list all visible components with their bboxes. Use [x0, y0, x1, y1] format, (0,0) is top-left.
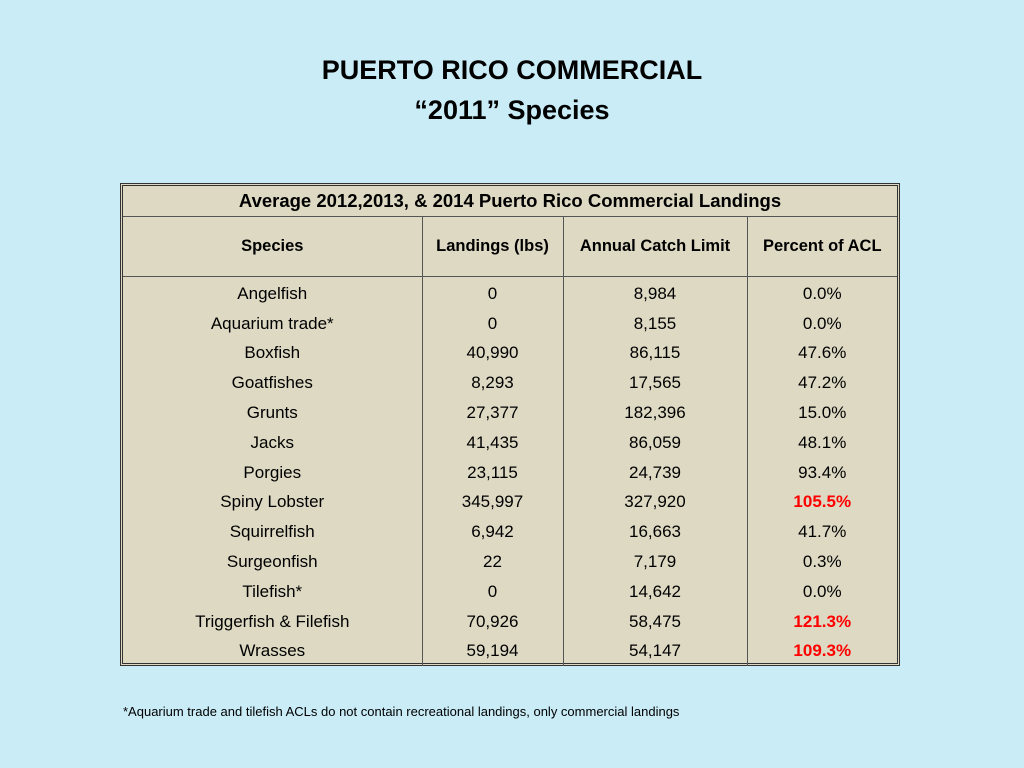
species-cell: Angelfish [237, 283, 308, 303]
header-acl: Annual Catch Limit [562, 216, 747, 277]
percent-cell: 0.0% [746, 308, 897, 339]
species-cell: Spiny Lobster [220, 492, 325, 512]
slide-title: PUERTO RICO COMMERCIAL “2011” Species [0, 50, 1024, 130]
landings-cell: 8,293 [421, 368, 563, 399]
species-cell: Tilefish* [242, 581, 303, 601]
species-cell: Goatfishes [231, 373, 313, 393]
landings-cell: 40,990 [421, 338, 563, 369]
landings-cell: 41,435 [421, 427, 563, 458]
species-cell: Aquarium trade* [210, 313, 334, 333]
table-row: Squirrelfish 6,942 16,663 41.7% [123, 517, 897, 548]
table-row: Spiny Lobster 345,997 327,920 105.5% [123, 487, 897, 518]
percent-cell: 0.0% [746, 276, 897, 309]
table-row: Aquarium trade* 0 8,155 0.0% [123, 308, 897, 339]
percent-cell: 0.3% [746, 547, 897, 577]
acl-cell: 327,920 [562, 487, 747, 518]
landings-table: Average 2012,2013, & 2014 Puerto Rico Co… [120, 183, 900, 667]
landings-cell: 22 [421, 547, 563, 577]
species-cell: Triggerfish & Filefish [195, 611, 350, 631]
footnote: *Aquarium trade and tilefish ACLs do not… [123, 704, 680, 719]
acl-cell: 24,739 [562, 457, 747, 488]
percent-cell: 121.3% [746, 606, 897, 637]
acl-cell: 54,147 [562, 636, 747, 667]
species-cell: Porgies [243, 462, 302, 482]
landings-cell: 23,115 [421, 457, 563, 488]
percent-cell: 15.0% [746, 398, 897, 428]
acl-cell: 182,396 [562, 398, 747, 428]
species-cell: Boxfish [244, 343, 301, 363]
percent-cell: 109.3% [746, 636, 897, 667]
table-row: Tilefish* 0 14,642 0.0% [123, 576, 897, 607]
table-row: Grunts 27,377 182,396 15.0% [123, 398, 897, 428]
percent-cell: 0.0% [746, 576, 897, 607]
percent-cell: 47.6% [746, 338, 897, 369]
title-line-1: PUERTO RICO COMMERCIAL [321, 55, 703, 85]
acl-cell: 16,663 [562, 517, 747, 548]
table-row: Goatfishes 8,293 17,565 47.2% [123, 368, 897, 399]
table-row: Jacks 41,435 86,059 48.1% [123, 427, 897, 458]
landings-cell: 0 [421, 276, 563, 309]
percent-cell: 105.5% [746, 487, 897, 518]
landings-cell: 70,926 [421, 606, 563, 637]
percent-cell: 48.1% [746, 427, 897, 458]
species-cell: Jacks [250, 432, 294, 452]
header-percent: Percent of ACL [746, 216, 897, 277]
landings-cell: 0 [421, 308, 563, 339]
landings-cell: 6,942 [421, 517, 563, 548]
species-cell: Wrasses [239, 641, 306, 661]
acl-cell: 14,642 [562, 576, 747, 607]
acl-cell: 86,115 [562, 338, 747, 369]
table-row: Boxfish 40,990 86,115 47.6% [123, 338, 897, 369]
acl-cell: 86,059 [562, 427, 747, 458]
table-row: Triggerfish & Filefish 70,926 58,475 121.3% [123, 606, 897, 637]
table-row: Porgies 23,115 24,739 93.4% [123, 457, 897, 488]
landings-cell: 27,377 [421, 398, 563, 428]
table-row: Angelfish 0 8,984 0.0% [123, 276, 897, 309]
acl-cell: 8,984 [562, 276, 747, 309]
acl-cell: 7,179 [562, 547, 747, 577]
title-line-2: “2011” Species [414, 95, 610, 125]
table-caption: Average 2012,2013, & 2014 Puerto Rico Co… [123, 186, 897, 217]
species-cell: Surgeonfish [226, 552, 318, 572]
percent-cell: 93.4% [746, 457, 897, 488]
acl-cell: 8,155 [562, 308, 747, 339]
landings-cell: 345,997 [421, 487, 563, 518]
table-row: Surgeonfish 22 7,179 0.3% [123, 547, 897, 577]
species-cell: Squirrelfish [229, 522, 315, 542]
landings-cell: 59,194 [421, 636, 563, 667]
header-species: Species [123, 216, 422, 277]
table-row: Wrasses 59,194 54,147 109.3% [123, 636, 897, 667]
header-landings: Landings (lbs) [421, 216, 563, 277]
acl-cell: 58,475 [562, 606, 747, 637]
acl-cell: 17,565 [562, 368, 747, 399]
percent-cell: 41.7% [746, 517, 897, 548]
percent-cell: 47.2% [746, 368, 897, 399]
species-cell: Grunts [246, 403, 298, 423]
landings-cell: 0 [421, 576, 563, 607]
